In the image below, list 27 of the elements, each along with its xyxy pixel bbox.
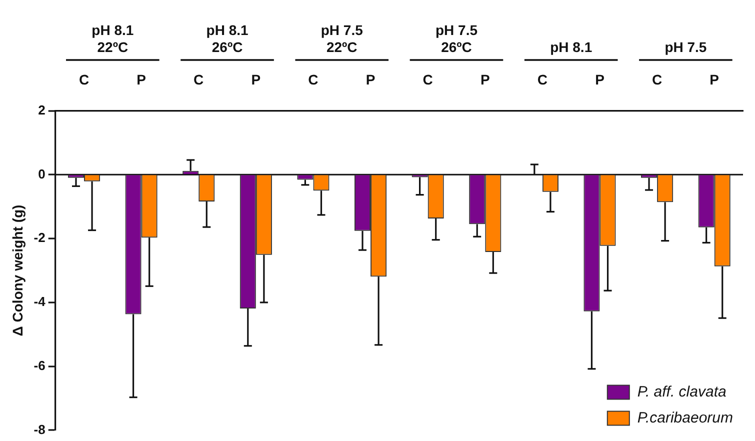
x-tick-label: C — [194, 71, 204, 88]
legend-label: P. aff. clavata — [637, 383, 726, 400]
x-tick-label: C — [308, 71, 318, 88]
text: pH 7.5 26ºC — [435, 22, 478, 55]
y-tick-label: -6 — [34, 358, 46, 373]
legend-label: P.caribaeorum — [637, 409, 734, 426]
x-tick-label: C — [78, 71, 90, 88]
text: pH 8.1 22ºC — [92, 22, 134, 55]
y-tick-label: -8 — [34, 422, 46, 437]
y-tick-label: 0 — [38, 166, 46, 182]
text: pH 8.1 26ºC — [206, 22, 248, 55]
x-tick-label: C — [537, 71, 548, 88]
x-tick-label: P — [710, 71, 720, 88]
x-tick-label: C — [652, 71, 662, 88]
text: pH 8.1 — [550, 39, 592, 55]
text: pH 7.5 — [664, 39, 707, 55]
y-tick-label: -2 — [34, 230, 46, 246]
x-tick-label: P — [480, 71, 490, 88]
x-tick-label: P — [366, 71, 376, 88]
y-tick-label: 2 — [38, 102, 46, 118]
x-tick-label: P — [251, 71, 261, 88]
text: pH 7.5 22ºC — [320, 22, 364, 55]
x-tick-label: P — [136, 71, 146, 88]
y-axis-title: Δ Colony weight (g) — [9, 204, 26, 336]
x-tick-label: P — [595, 71, 604, 88]
y-tick-label: -4 — [34, 294, 46, 310]
x-tick-label: C — [422, 71, 433, 88]
